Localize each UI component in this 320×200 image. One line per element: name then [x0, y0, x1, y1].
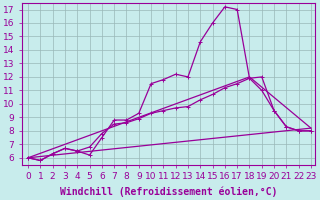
X-axis label: Windchill (Refroidissement éolien,°C): Windchill (Refroidissement éolien,°C)	[60, 187, 277, 197]
